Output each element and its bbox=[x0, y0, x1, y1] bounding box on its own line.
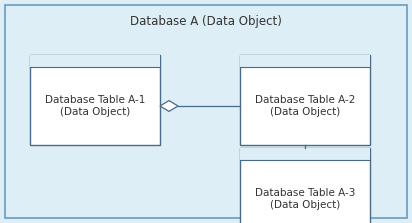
Bar bbox=[240, 148, 370, 160]
Bar bbox=[240, 55, 370, 67]
Text: Database Table A-2
(Data Object): Database Table A-2 (Data Object) bbox=[255, 95, 355, 117]
Text: Database Table A-1
(Data Object): Database Table A-1 (Data Object) bbox=[45, 95, 145, 117]
Text: Database Table A-3
(Data Object): Database Table A-3 (Data Object) bbox=[255, 188, 355, 210]
Bar bbox=[240, 55, 370, 145]
Bar bbox=[30, 55, 160, 67]
Polygon shape bbox=[160, 101, 178, 112]
Text: Database A (Data Object): Database A (Data Object) bbox=[130, 16, 282, 29]
Bar bbox=[30, 55, 160, 145]
Bar bbox=[240, 148, 370, 223]
